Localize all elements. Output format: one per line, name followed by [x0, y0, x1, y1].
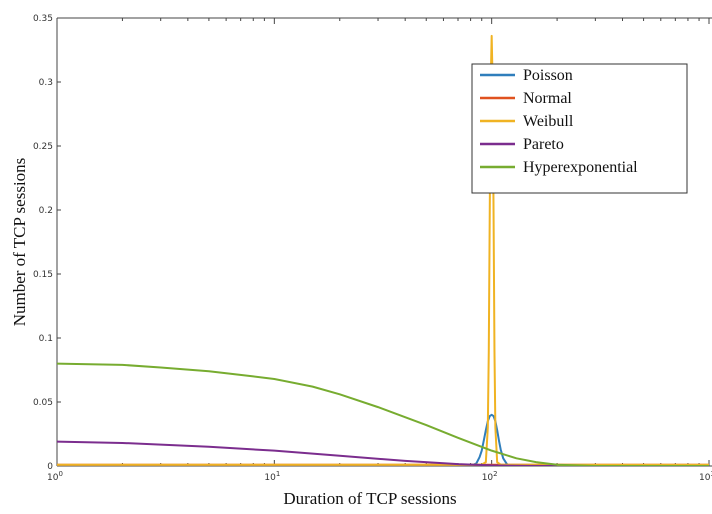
y-tick-label: 0 — [47, 462, 53, 472]
legend-label: Hyperexponential — [523, 159, 638, 176]
series-line-poisson — [57, 413, 709, 466]
x-tick-exponent: 0 — [58, 470, 62, 478]
x-tick-exponent: 1 — [276, 470, 280, 478]
x-tick-base: 10 — [482, 473, 494, 483]
x-tick-label: 102 — [482, 470, 498, 483]
y-tick-label: 0.35 — [33, 14, 53, 24]
x-tick-exponent: 3 — [710, 470, 712, 478]
x-tick-label: 101 — [264, 470, 280, 483]
legend-label: Pareto — [523, 136, 564, 153]
legend: Poisson Normal Weibull Pareto Hyperexponenti… — [471, 63, 688, 194]
x-tick-label: 103 — [699, 470, 712, 483]
y-tick-label: 0.3 — [39, 78, 53, 88]
y-tick-label: 0.25 — [33, 142, 53, 152]
x-tick-exponent: 2 — [493, 470, 497, 478]
x-tick-base: 10 — [264, 473, 276, 483]
series-line-weibull — [57, 34, 709, 466]
legend-label: Poisson — [523, 67, 573, 84]
x-tick-base: 10 — [699, 473, 711, 483]
y-tick-label: 0.15 — [33, 270, 53, 280]
legend-label: Normal — [523, 90, 572, 107]
series-line-hyperexponential — [57, 362, 709, 466]
series-line-pareto — [57, 440, 558, 466]
legend-label: Weibull — [523, 113, 574, 130]
y-tick-label: 0.2 — [39, 206, 53, 216]
x-axis-title: Duration of TCP sessions — [283, 489, 456, 508]
legend-box — [471, 63, 688, 194]
y-tick-label: 0.05 — [33, 398, 53, 408]
series-layer — [57, 34, 709, 466]
y-tick-label: 0.1 — [39, 334, 53, 344]
x-tick-label: 100 — [47, 470, 63, 483]
y-axis-title: Number of TCP sessions — [10, 158, 29, 327]
x-tick-base: 10 — [47, 473, 59, 483]
